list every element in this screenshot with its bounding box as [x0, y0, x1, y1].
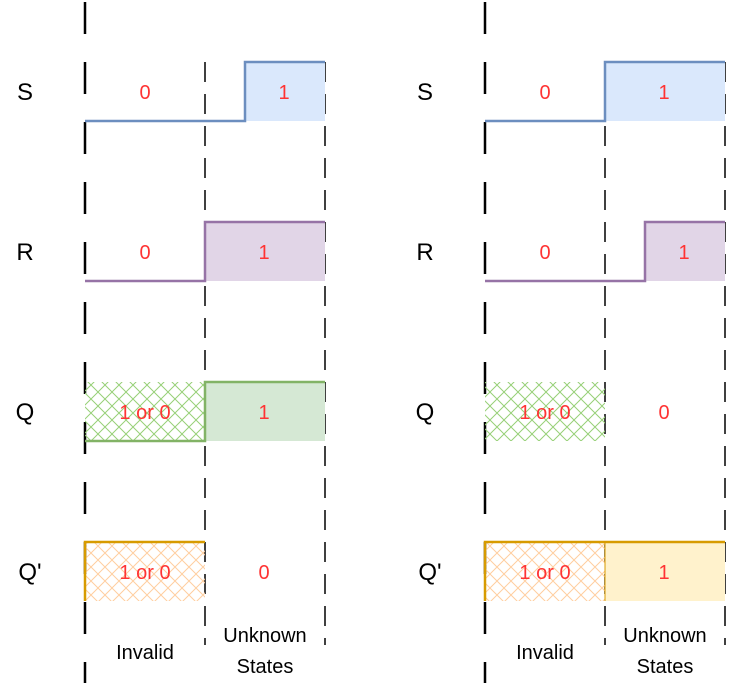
- timing-panel-1: S 0 1 R 0 1 Q 1 or 0 1 Q' 1 o: [16, 2, 326, 683]
- high-region-fill: [605, 542, 725, 601]
- value-label-second: 1: [678, 242, 689, 264]
- timing-panel-2: S 0 1 R 0 1 Q 1 or 0 0 Q' 1 o: [416, 2, 726, 683]
- invalid-region-hatch: [485, 382, 605, 441]
- invalid-region-hatch: [85, 382, 205, 441]
- value-label-second: 1: [258, 242, 269, 264]
- value-label-second: 1: [258, 402, 269, 424]
- high-region-fill: [605, 62, 725, 121]
- value-label-second: 0: [658, 402, 669, 424]
- value-label-first: 0: [539, 242, 550, 264]
- signal-r: R 0 1: [16, 220, 325, 283]
- waveform: [85, 60, 325, 123]
- caption-invalid: Invalid: [516, 642, 574, 664]
- high-region-fill: [245, 62, 325, 121]
- signal-label: Q: [16, 399, 35, 426]
- value-label-second: 1: [658, 82, 669, 104]
- caption-unknown-line2: States: [637, 656, 694, 678]
- waveform: [485, 60, 725, 123]
- invalid-region-hatch: [485, 542, 605, 601]
- high-region-fill: [205, 222, 325, 281]
- caption-invalid: Invalid: [116, 642, 174, 664]
- value-label-first: 1 or 0: [519, 562, 570, 584]
- value-label-second: 1: [658, 562, 669, 584]
- waveform: [483, 540, 725, 601]
- signal-label: S: [17, 79, 33, 106]
- waveform: [83, 540, 205, 601]
- value-label-second: 0: [258, 562, 269, 584]
- signal-label: R: [416, 239, 433, 266]
- signal-r: R 0 1: [416, 220, 725, 283]
- waveform: [485, 220, 725, 283]
- signal-q-bar: Q' 1 or 0 0: [18, 540, 270, 601]
- waveform: [85, 220, 325, 283]
- caption-unknown-line2: States: [237, 656, 294, 678]
- signal-label: Q': [18, 559, 41, 586]
- value-label-first: 0: [139, 242, 150, 264]
- value-label-second: 1: [278, 82, 289, 104]
- waveform: [85, 380, 325, 443]
- value-label-first: 1 or 0: [119, 402, 170, 424]
- signal-s: S 0 1: [417, 60, 725, 123]
- signal-q: Q 1 or 0 1: [16, 380, 325, 443]
- value-label-first: 0: [139, 82, 150, 104]
- signal-label: R: [16, 239, 33, 266]
- caption-unknown-line1: Unknown: [223, 625, 306, 647]
- signal-label: Q': [418, 559, 441, 586]
- signal-q-bar: Q' 1 or 0 1: [418, 540, 725, 601]
- value-label-first: 1 or 0: [119, 562, 170, 584]
- value-label-first: 1 or 0: [519, 402, 570, 424]
- signal-q: Q 1 or 0 0: [416, 382, 670, 441]
- invalid-region-hatch: [85, 542, 205, 601]
- signal-s: S 0 1: [17, 60, 325, 123]
- value-label-first: 0: [539, 82, 550, 104]
- high-region-fill: [205, 382, 325, 441]
- signal-label: Q: [416, 399, 435, 426]
- high-region-fill: [645, 222, 725, 281]
- caption-unknown-line1: Unknown: [623, 625, 706, 647]
- signal-label: S: [417, 79, 433, 106]
